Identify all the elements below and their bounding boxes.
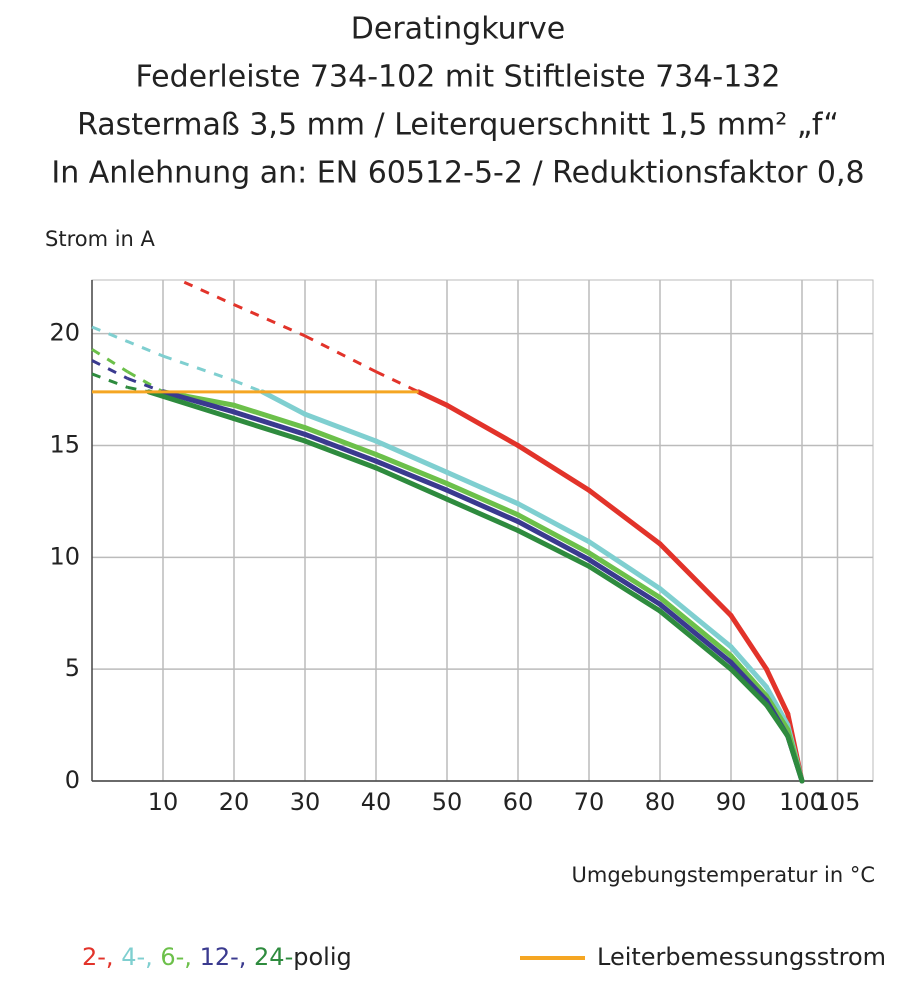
curve-segment bbox=[302, 431, 379, 464]
legend-suffix: polig bbox=[293, 943, 352, 971]
chart-title: In Anlehnung an: EN 60512-5-2 / Reduktio… bbox=[51, 156, 864, 191]
x-tick-label: 50 bbox=[432, 788, 463, 816]
legend-entry: 6-, bbox=[160, 943, 199, 971]
curve-segment bbox=[515, 519, 592, 563]
y-axis-label: Strom in A bbox=[45, 227, 156, 251]
chart-title: Deratingkurve bbox=[351, 12, 565, 47]
curve-segment bbox=[657, 586, 734, 650]
curve-segment bbox=[444, 481, 521, 518]
curve-segment bbox=[231, 416, 308, 444]
curve-segment bbox=[375, 370, 420, 394]
x-tick-label: 40 bbox=[361, 788, 392, 816]
curve-segment bbox=[373, 465, 450, 502]
curve-segment bbox=[302, 438, 379, 471]
curve-segment bbox=[728, 612, 769, 672]
curve-segment bbox=[126, 377, 164, 394]
curve-segment bbox=[233, 303, 306, 338]
legend-entry: 24- bbox=[254, 943, 293, 971]
curve-segment bbox=[515, 528, 592, 569]
curve-segment bbox=[586, 487, 663, 547]
curve-segment bbox=[586, 539, 663, 592]
x-tick-label: 90 bbox=[716, 788, 747, 816]
curve-segment bbox=[91, 325, 164, 358]
curve-segment bbox=[444, 469, 521, 507]
chart-title: Rastermaß 3,5 mm / Leiterquerschnitt 1,5… bbox=[77, 108, 839, 143]
curve-segment bbox=[515, 512, 592, 556]
x-axis-label: Umgebungstemperatur in °C bbox=[572, 863, 876, 887]
curve-segment bbox=[259, 389, 308, 417]
y-tick-label: 5 bbox=[65, 654, 80, 682]
curve-segment bbox=[657, 601, 734, 665]
curve-segment bbox=[728, 659, 769, 703]
curve-segment bbox=[146, 389, 237, 422]
legend-entry: Leiterbemessungsstrom bbox=[597, 943, 886, 971]
curve-segment bbox=[302, 411, 379, 444]
curve-segment bbox=[764, 684, 791, 728]
curve-segment bbox=[231, 402, 308, 431]
y-tick-label: 10 bbox=[49, 542, 80, 570]
curve-segment bbox=[126, 370, 164, 394]
curve-segment bbox=[728, 644, 769, 690]
curve-segment bbox=[444, 496, 521, 533]
curve-segment bbox=[515, 501, 592, 545]
legend-entry: 12-, bbox=[200, 943, 254, 971]
legend-entry: 2-, bbox=[82, 943, 121, 971]
y-tick-label: 20 bbox=[49, 319, 80, 347]
x-tick-label: 100 bbox=[779, 788, 825, 816]
curve-segment bbox=[444, 402, 521, 449]
x-tick-label: 60 bbox=[503, 788, 534, 816]
curve-segment bbox=[183, 280, 235, 306]
curve-segment bbox=[233, 379, 263, 394]
curve-segment bbox=[728, 653, 769, 699]
curve-segment bbox=[586, 550, 663, 601]
curve-segment bbox=[416, 389, 450, 408]
curve-segment bbox=[373, 451, 450, 487]
x-tick-label: 105 bbox=[815, 788, 861, 816]
curve-segment bbox=[728, 666, 769, 708]
curve-segment bbox=[162, 354, 235, 383]
curve-segment bbox=[91, 348, 129, 373]
curve-segment bbox=[444, 487, 521, 525]
curve-segment bbox=[304, 334, 377, 374]
y-tick-label: 15 bbox=[49, 431, 80, 459]
curve-segment bbox=[657, 595, 734, 659]
curve-segment bbox=[785, 733, 805, 784]
x-tick-label: 70 bbox=[574, 788, 605, 816]
curve-segment bbox=[657, 608, 734, 672]
curve-segment bbox=[91, 372, 129, 389]
curve-segment bbox=[586, 557, 663, 607]
chart-title: Federleiste 734-102 mit Stiftleiste 734-… bbox=[136, 60, 781, 95]
curve-segment bbox=[764, 702, 791, 739]
curve-segment bbox=[373, 438, 450, 475]
curve-segment bbox=[91, 359, 129, 380]
curve-segment bbox=[373, 458, 450, 493]
x-tick-label: 30 bbox=[290, 788, 321, 816]
legend: 2-, 4-, 6-, 12-, 24-polig bbox=[82, 943, 352, 971]
legend-entry: 4-, bbox=[121, 943, 160, 971]
x-tick-label: 80 bbox=[645, 788, 676, 816]
plot-area bbox=[91, 279, 874, 782]
curve-segment bbox=[515, 443, 592, 493]
curve-segment bbox=[231, 409, 308, 437]
x-tick-label: 20 bbox=[219, 788, 250, 816]
curve-segment bbox=[302, 425, 379, 457]
curve-segment bbox=[764, 666, 791, 717]
x-tick-label: 10 bbox=[148, 788, 179, 816]
curve-segment bbox=[586, 563, 663, 614]
curve-segment bbox=[657, 541, 734, 618]
curve-segment bbox=[160, 389, 237, 415]
y-tick-label: 0 bbox=[65, 766, 80, 794]
